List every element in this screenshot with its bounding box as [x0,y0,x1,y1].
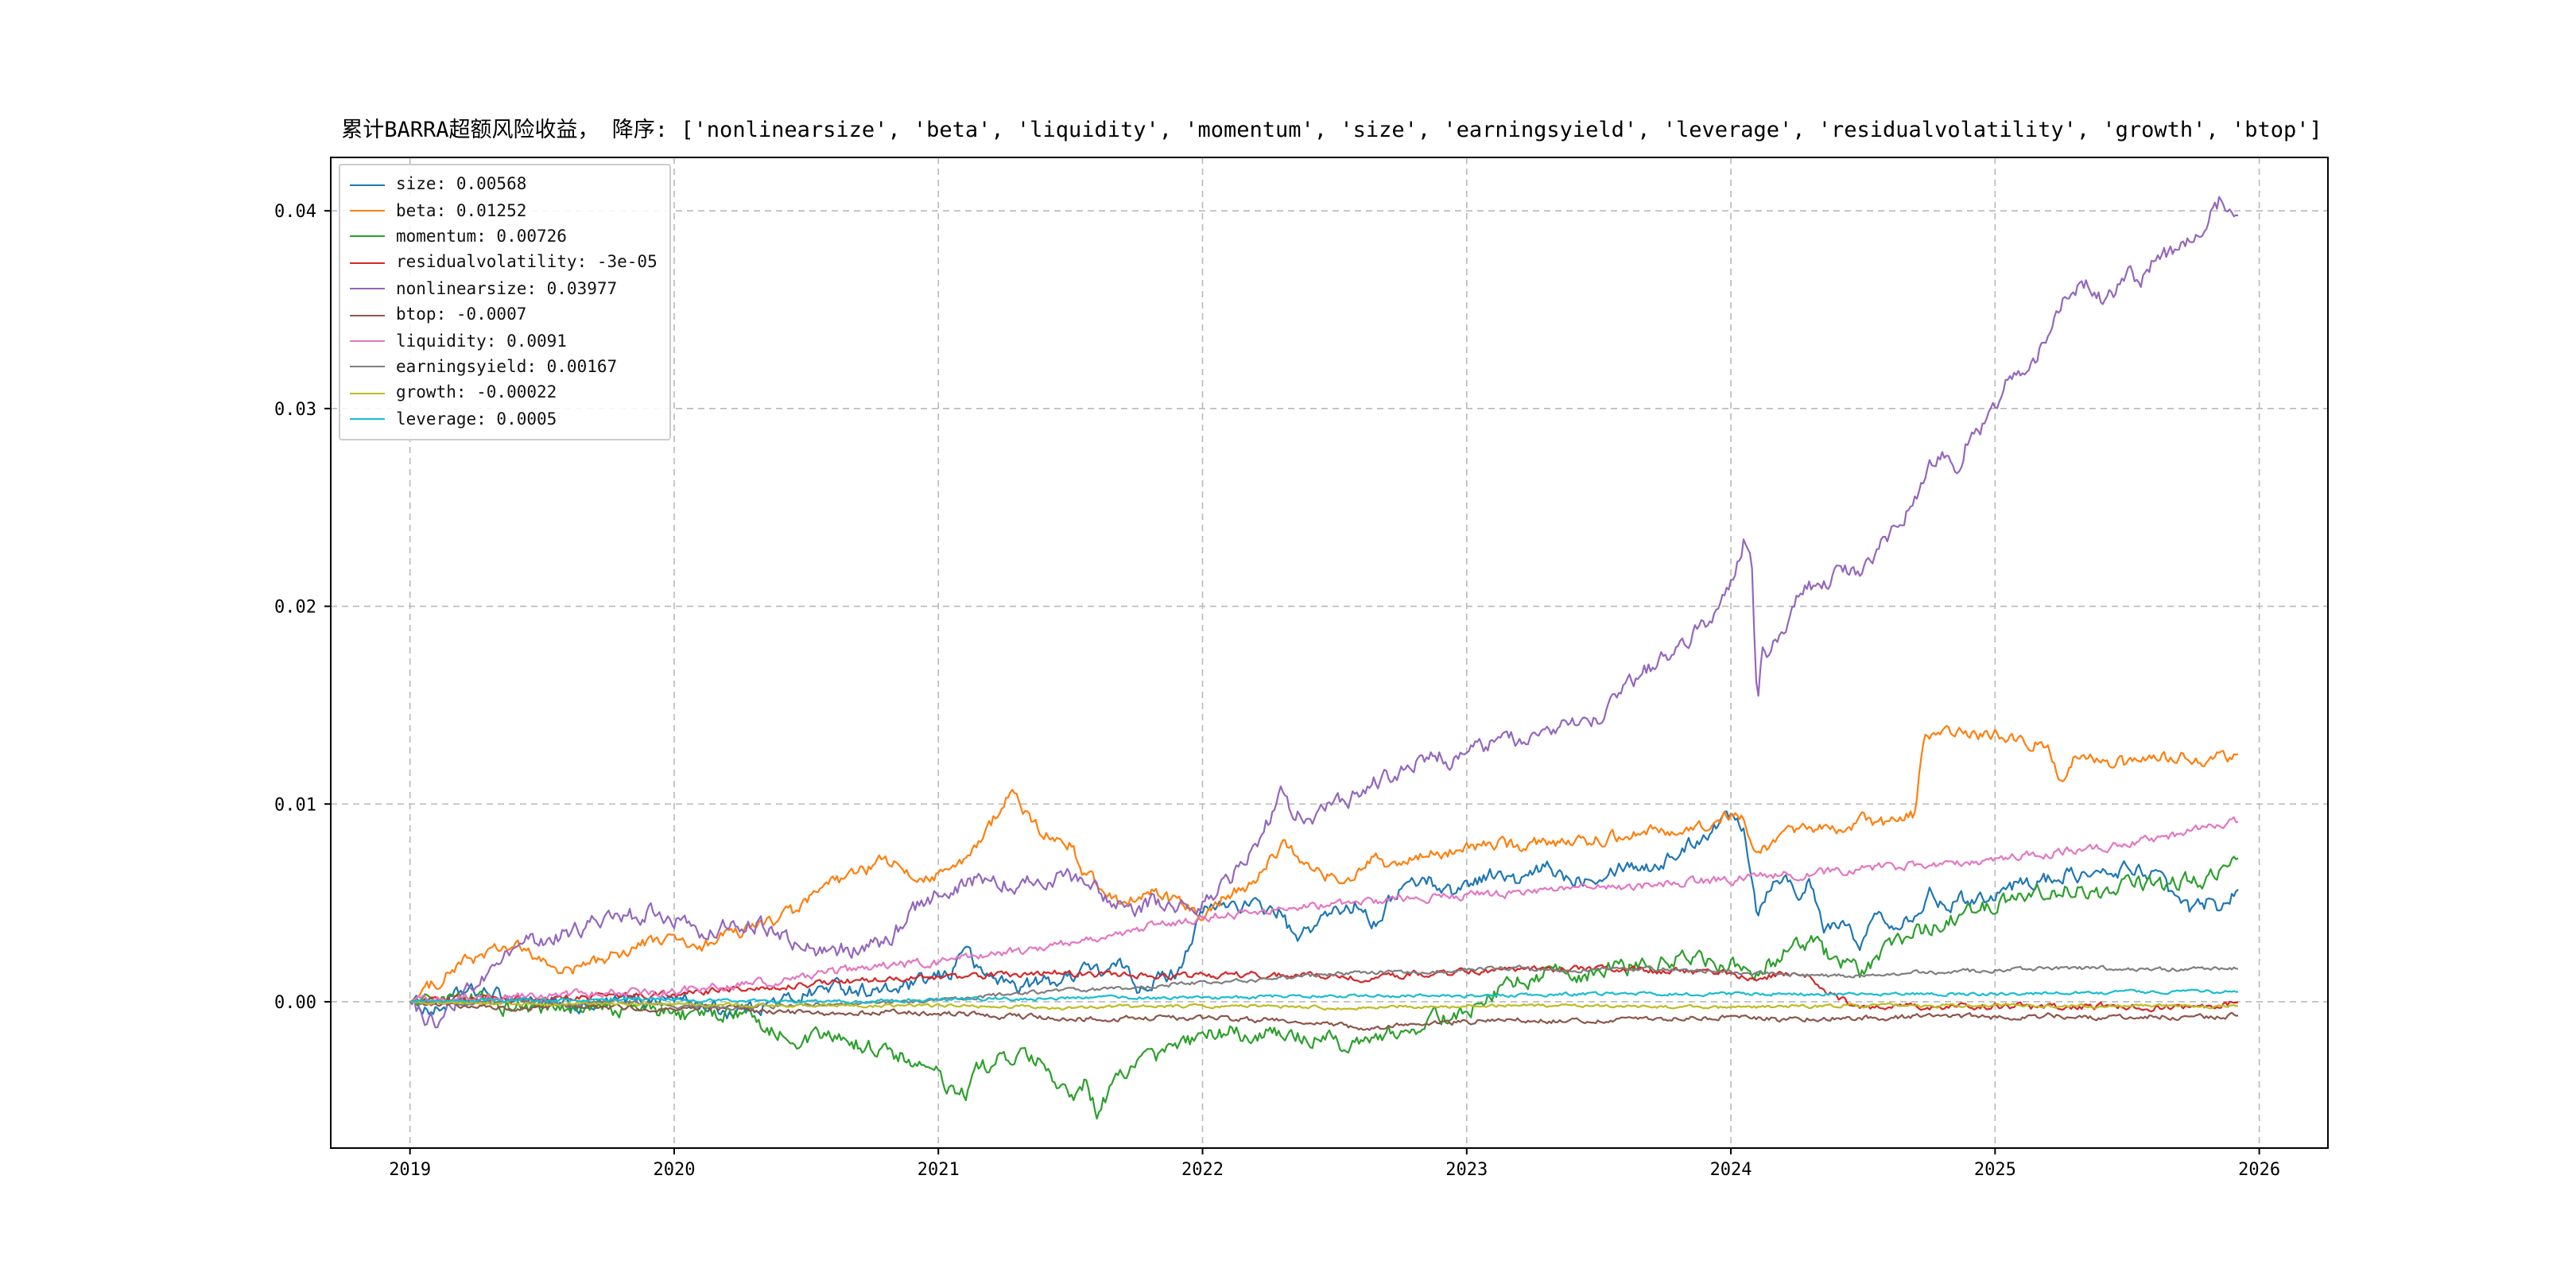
legend-label-beta: beta: 0.01252 [396,201,527,221]
legend-row-btop: btop: -0.0007 [350,302,658,328]
x-tick-label: 2019 [389,1160,431,1180]
legend-label-nonlinearsize: nonlinearsize: 0.03977 [396,279,618,299]
legend-label-leverage: leverage: 0.0005 [396,409,557,429]
legend-line-sample-residualvolatility [350,262,385,264]
legend-row-residualvolatility: residualvolatility: -3e-05 [350,250,658,276]
series-line-liquidity [409,816,2239,1006]
legend-line-sample-size [350,184,385,186]
series-line-leverage [409,988,2239,1005]
x-tick-label: 2025 [1974,1160,2016,1180]
axes-spines [330,157,2329,1149]
legend-row-nonlinearsize: nonlinearsize: 0.03977 [350,276,658,302]
legend-line-sample-leverage [350,418,385,421]
y-tick-label: 0.03 [274,400,316,420]
legend-label-size: size: 0.00568 [396,175,527,195]
legend-row-beta: beta: 0.01252 [350,198,658,224]
legend-label-residualvolatility: residualvolatility: -3e-05 [396,253,658,273]
chart-title: 累计BARRA超额风险收益， 降序: ['nonlinearsize', 'be… [341,118,2322,143]
x-tick-label: 2026 [2238,1160,2280,1180]
legend-label-earningsyield: earningsyield: 0.00167 [396,357,618,377]
legend-label-liquidity: liquidity: 0.0091 [396,332,567,351]
legend: size: 0.00568 beta: 0.01252 momentum: 0.00… [339,164,672,440]
legend-row-momentum: momentum: 0.00726 [350,224,658,250]
legend-row-earningsyield: earningsyield: 0.00167 [350,354,658,380]
series-line-size [409,810,2239,1020]
y-tick-label: 0.01 [274,795,316,815]
y-tick-label: 0.02 [274,598,316,618]
legend-line-sample-beta [350,210,385,212]
legend-label-growth: growth: -0.00022 [396,383,557,403]
legend-row-size: size: 0.00568 [350,172,658,198]
legend-line-sample-liquidity [350,340,385,343]
series-line-btop [409,1000,2239,1031]
legend-row-liquidity: liquidity: 0.0091 [350,328,658,355]
y-tick-label: 0.00 [274,993,316,1013]
series-line-earningsyield [409,964,2239,1011]
legend-line-sample-earningsyield [350,366,385,368]
x-tick-label: 2023 [1445,1160,1488,1180]
series-line-nonlinearsize [409,196,2239,1029]
x-tick-label: 2020 [653,1160,695,1180]
series-line-momentum [409,855,2239,1120]
legend-line-sample-growth [350,392,385,394]
y-tick-label: 0.04 [274,202,316,222]
legend-row-growth: growth: -0.00022 [350,380,658,406]
legend-line-sample-btop [350,314,385,316]
legend-row-leverage: leverage: 0.0005 [350,406,658,433]
x-tick-label: 2021 [918,1160,960,1180]
series-line-growth [409,1000,2239,1011]
legend-line-sample-momentum [350,235,385,238]
legend-label-btop: btop: -0.0007 [396,305,527,325]
series-line-beta [409,724,2239,1003]
x-tick-label: 2022 [1181,1160,1224,1180]
x-tick-label: 2024 [1710,1160,1752,1180]
legend-label-momentum: momentum: 0.00726 [396,227,567,246]
legend-line-sample-nonlinearsize [350,288,385,290]
